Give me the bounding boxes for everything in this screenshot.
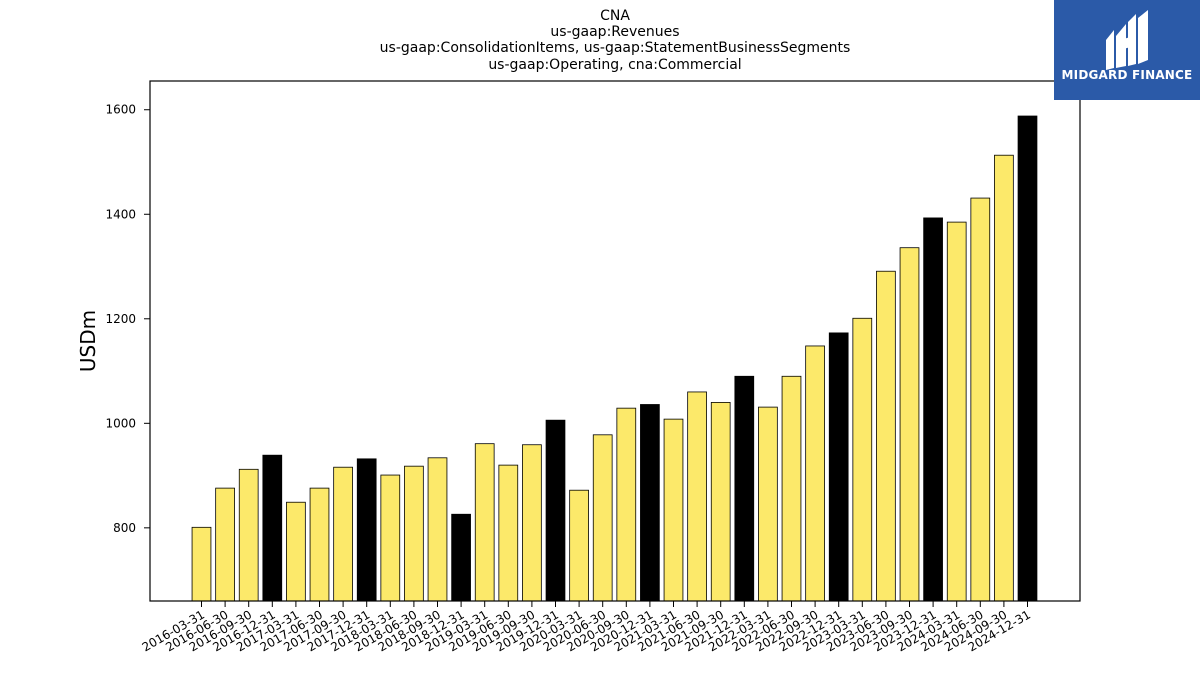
bar-2022-03-31 <box>758 406 778 602</box>
bar-2016-12-31 <box>262 454 283 602</box>
y-tick-label: 1200 <box>105 312 136 326</box>
bar-2019-09-30 <box>522 444 542 602</box>
y-tick-label: 800 <box>113 521 136 535</box>
bar-2024-06-30 <box>970 197 991 602</box>
bar-2018-03-31 <box>380 474 401 602</box>
bar-2021-09-30 <box>710 402 731 602</box>
bar-2021-03-31 <box>663 418 684 602</box>
chart-title-line-1: CNA <box>600 8 630 24</box>
bar-2023-06-30 <box>876 270 896 602</box>
bar-2019-12-31 <box>545 419 566 602</box>
bar-2020-03-31 <box>569 489 589 602</box>
bar-2018-09-30 <box>427 457 448 602</box>
bar-2023-12-31 <box>923 217 943 602</box>
bar-2017-12-31 <box>356 458 377 602</box>
bar-2016-09-30 <box>238 468 259 602</box>
chart-title-line-4: us-gaap:Operating, cna:Commercial <box>488 57 742 73</box>
bar-2020-12-31 <box>640 404 660 602</box>
y-tick-label: 1600 <box>105 103 136 117</box>
bar-2020-06-30 <box>592 434 613 602</box>
logo-text: MIDGARD FINANCE <box>1061 68 1193 82</box>
plot-frame <box>149 80 1081 602</box>
x-axis-ticks: 2016-03-312016-06-302016-09-302016-12-31… <box>140 601 1033 654</box>
bar-2017-03-31 <box>286 501 306 602</box>
bar-2017-09-30 <box>333 466 353 602</box>
bar-2022-06-30 <box>781 375 802 602</box>
bar-2021-12-31 <box>734 375 755 602</box>
bar-2021-06-30 <box>687 391 707 602</box>
chart-title-line-2: us-gaap:Revenues <box>550 24 680 40</box>
bar-2024-09-30 <box>994 154 1014 602</box>
bar-2023-03-31 <box>852 317 873 602</box>
y-tick-label: 1400 <box>105 207 136 221</box>
bar-2022-12-31 <box>828 332 849 602</box>
bar-2018-12-31 <box>451 513 471 602</box>
bar-2018-06-30 <box>404 465 424 602</box>
bar-2024-03-31 <box>946 221 967 602</box>
bar-2019-06-30 <box>498 464 519 602</box>
bar-2017-06-30 <box>309 487 330 602</box>
bar-2016-06-30 <box>215 487 235 602</box>
bar-2022-09-30 <box>805 345 825 602</box>
y-tick-label: 1000 <box>105 416 136 430</box>
bar-2020-09-30 <box>616 407 637 602</box>
midgard-finance-logo: MIDGARD FINANCE <box>1054 0 1200 100</box>
logo-mark-icon <box>1106 10 1148 70</box>
bar-2019-03-31 <box>474 443 495 602</box>
y-axis-ticks: 800 1000 1200 1400 1600 <box>105 103 150 535</box>
bar-2023-09-30 <box>899 247 920 602</box>
bar-2024-12-31 <box>1017 115 1038 602</box>
y-axis-label: USDm <box>76 310 100 372</box>
chart-title-line-3: us-gaap:ConsolidationItems, us-gaap:Stat… <box>379 40 851 56</box>
bar-series <box>191 115 1038 602</box>
bar-2016-03-31 <box>191 526 212 602</box>
